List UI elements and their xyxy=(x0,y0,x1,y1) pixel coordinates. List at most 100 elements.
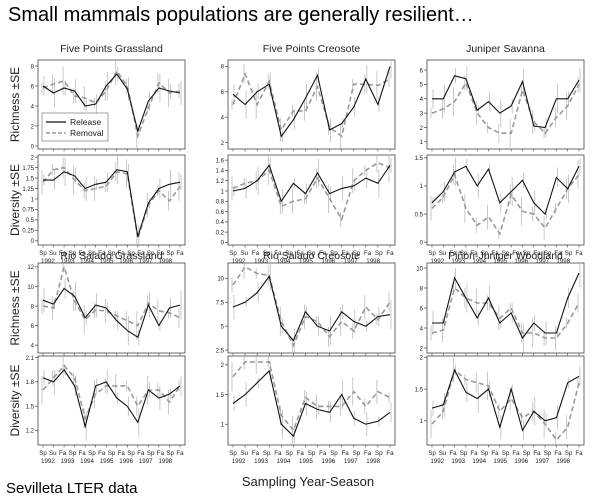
panel xyxy=(424,59,585,152)
x-season-label: Fa xyxy=(386,250,394,257)
x-season-label: Fa xyxy=(137,450,145,457)
release-line xyxy=(432,75,580,129)
removal-line xyxy=(431,81,580,135)
x-year-label: 1993 xyxy=(451,458,465,465)
x-season-label: Sp xyxy=(69,250,77,257)
y-tick-label: 0 xyxy=(31,239,35,245)
release-line xyxy=(232,369,391,438)
panel-title: Juniper Savanna xyxy=(466,43,545,55)
x-year-label: 1993 xyxy=(61,458,75,465)
x-season-label: Fa xyxy=(364,250,372,257)
x-season-label: Sp xyxy=(308,250,316,257)
x-season-label: Fa xyxy=(533,250,541,257)
x-season-label: Fa xyxy=(386,450,394,457)
x-year-label: 1997 xyxy=(139,258,153,265)
y-tick-label: 0.8 xyxy=(216,200,225,206)
panel xyxy=(424,262,585,356)
x-year-label: 1993 xyxy=(61,258,75,265)
x-season-label: Sp xyxy=(263,250,271,257)
y-tick-label: 3 xyxy=(420,111,424,117)
x-season-label: Sp xyxy=(481,250,489,257)
x-year-label: 1998 xyxy=(158,258,172,265)
x-season-label: Fa xyxy=(297,250,305,257)
x-year-label: 1996 xyxy=(321,458,335,465)
removal-line xyxy=(431,368,580,442)
x-season-label: Fa xyxy=(118,450,126,457)
x-season-label: Fa xyxy=(319,250,327,257)
y-tick-label: 2 xyxy=(31,155,35,161)
x-season-label: Sp xyxy=(544,450,552,457)
removal-line xyxy=(42,364,181,421)
x-year-label: 1992 xyxy=(430,258,444,265)
y-tick-label: 0.25 xyxy=(22,229,34,235)
y-tick-label: 2.5 xyxy=(216,348,225,354)
y-tick-label: 0.6 xyxy=(216,210,225,216)
x-season-label: Sp xyxy=(127,250,135,257)
x-year-label: 1998 xyxy=(366,458,380,465)
x-season-label: Sp xyxy=(428,450,436,457)
legend-release-label: Release xyxy=(70,117,101,127)
x-season-label: Fa xyxy=(512,250,520,257)
y-tick-label: 10 xyxy=(27,285,34,291)
row-label: Richness ±SE xyxy=(8,67,22,142)
removal-line xyxy=(431,172,580,236)
release-line xyxy=(232,275,391,342)
x-season-label: Fa xyxy=(59,250,67,257)
removal-line xyxy=(232,161,391,222)
y-tick-label: 5 xyxy=(420,83,424,89)
x-year-label: 1998 xyxy=(158,458,172,465)
y-tick-label: 0 xyxy=(221,241,225,247)
release-line xyxy=(232,66,391,138)
x-season-label: Sp xyxy=(147,250,155,257)
y-tick-label: 1.6 xyxy=(216,158,225,164)
x-year-label: 1996 xyxy=(514,258,528,265)
x-season-label: Sp xyxy=(39,250,47,257)
panel xyxy=(225,59,396,152)
x-season-label: Sp xyxy=(108,450,116,457)
x-season-label: Fa xyxy=(364,450,372,457)
x-season-label: Sp xyxy=(375,450,383,457)
x-season-label: Sp xyxy=(263,450,271,457)
panel-frame xyxy=(426,262,585,354)
x-year-label: 1997 xyxy=(535,258,549,265)
x-year-label: 1994 xyxy=(80,258,94,265)
x-season-label: Sp xyxy=(229,250,237,257)
x-year-label: 1996 xyxy=(119,458,133,465)
y-tick-label: 10 xyxy=(416,266,423,272)
x-season-label: Fa xyxy=(554,250,562,257)
x-season-label: Sp xyxy=(353,450,361,457)
y-tick-label: 7.5 xyxy=(216,301,225,307)
y-tick-label: 4 xyxy=(420,326,424,332)
y-tick-label: 8 xyxy=(221,65,225,71)
y-tick-label: 2 xyxy=(420,346,424,352)
y-tick-label: 1 xyxy=(221,423,225,429)
x-year-label: 1993 xyxy=(254,458,268,465)
panel-frame xyxy=(426,59,585,150)
x-season-label: Sp xyxy=(353,250,361,257)
y-tick-label: 1 xyxy=(31,197,35,203)
y-tick-label: 2 xyxy=(31,124,35,130)
y-tick-label: 2.1 xyxy=(26,356,35,362)
x-season-label: Fa xyxy=(79,450,87,457)
source-note: Sevilleta LTER data xyxy=(6,480,138,497)
y-tick-label: 1 xyxy=(221,189,225,195)
y-tick-label: 1.4 xyxy=(216,169,225,175)
x-season-label: Fa xyxy=(59,450,67,457)
x-year-label: 1995 xyxy=(100,458,114,465)
y-tick-label: 1.5 xyxy=(415,156,424,162)
x-year-label: 1998 xyxy=(556,458,570,465)
panel xyxy=(35,262,186,356)
x-season-label: Sp xyxy=(108,250,116,257)
panel xyxy=(225,154,396,248)
y-tick-label: 6 xyxy=(420,306,424,312)
x-year-label: 1993 xyxy=(451,258,465,265)
x-year-label: 1994 xyxy=(472,258,486,265)
x-season-label: Fa xyxy=(575,250,583,257)
panel-frame xyxy=(227,154,396,246)
legend-removal-label: Removal xyxy=(70,128,104,138)
x-season-label: Fa xyxy=(491,250,499,257)
x-season-label: Sp xyxy=(166,250,174,257)
removal-line xyxy=(42,263,181,327)
x-season-label: Fa xyxy=(118,250,126,257)
